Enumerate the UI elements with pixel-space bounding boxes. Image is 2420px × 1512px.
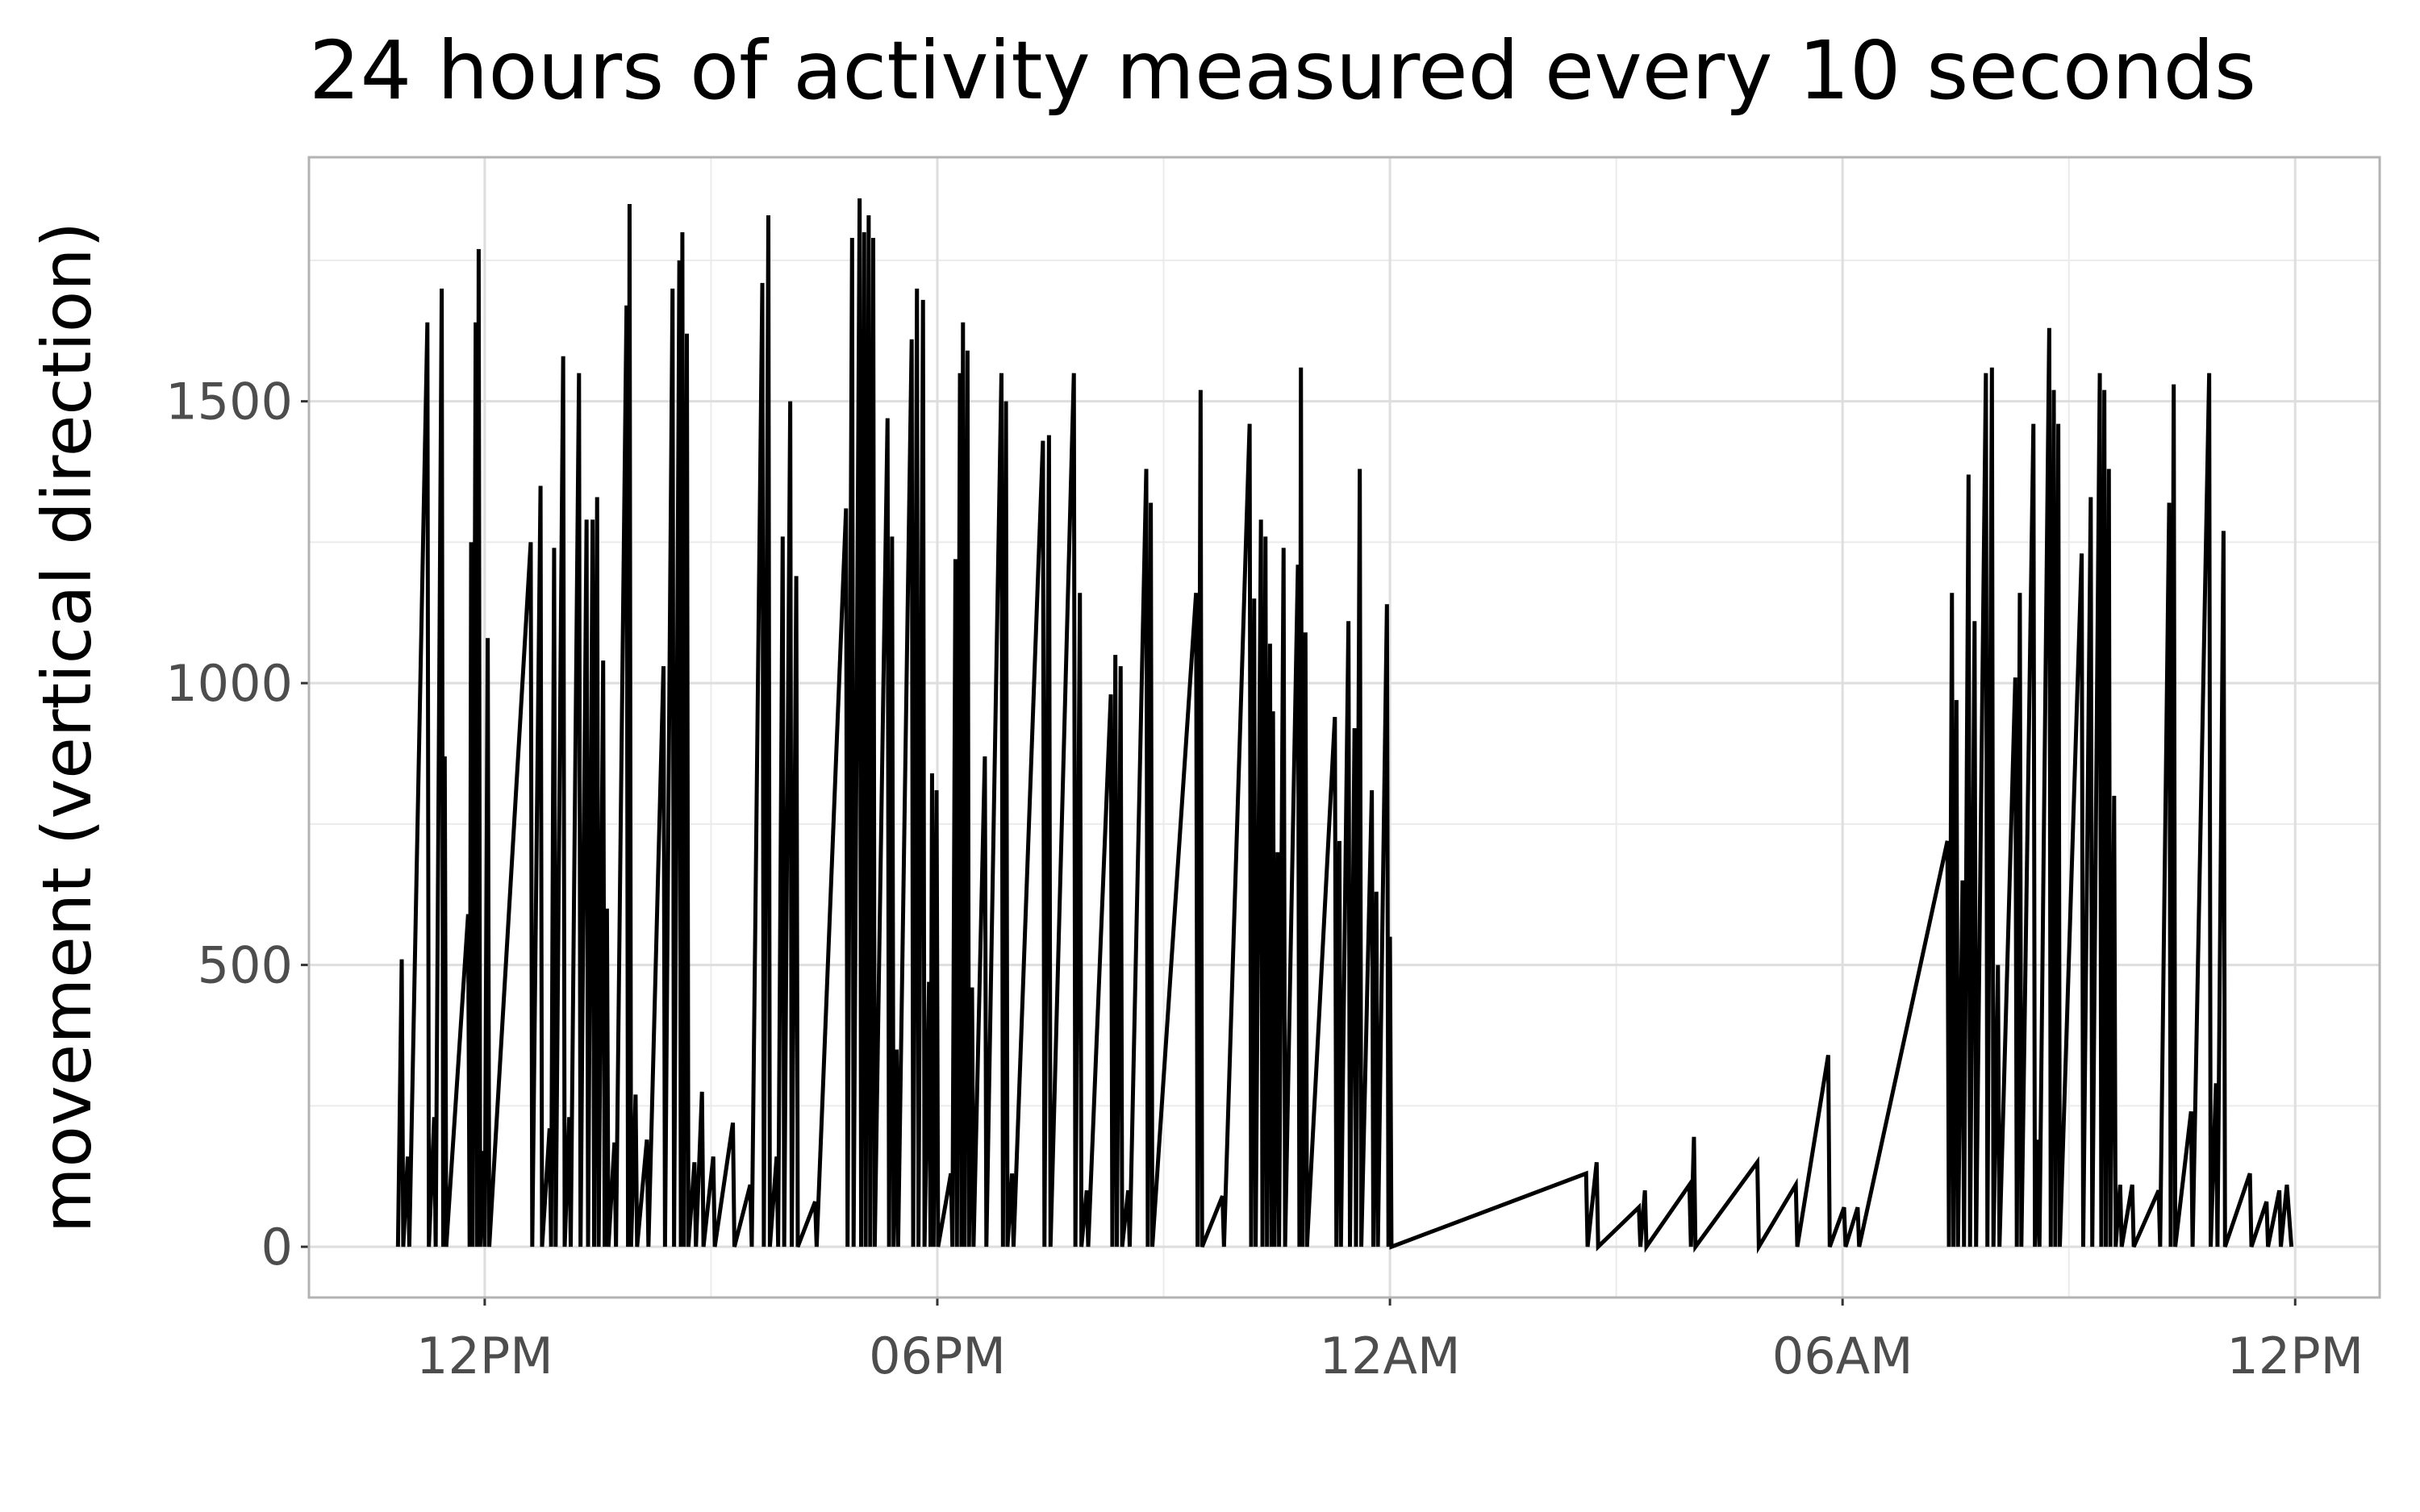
chart-title: 24 hours of activity measured every 10 s… [309,23,2256,118]
y-axis-title: movement (vertical direction) [27,222,106,1234]
x-tick-label: 12PM [2226,1327,2364,1385]
y-tick-label: 1000 [165,654,293,713]
x-tick-label: 06AM [1772,1327,1913,1385]
y-tick-label: 500 [198,936,293,995]
x-tick-label: 12PM [416,1327,553,1385]
y-tick-label: 0 [261,1218,293,1277]
y-tick-label: 1500 [165,373,293,431]
x-tick-label: 12AM [1320,1327,1461,1385]
x-tick-label: 06PM [869,1327,1006,1385]
data-line [395,198,2294,1254]
plot-border [307,156,2381,1299]
